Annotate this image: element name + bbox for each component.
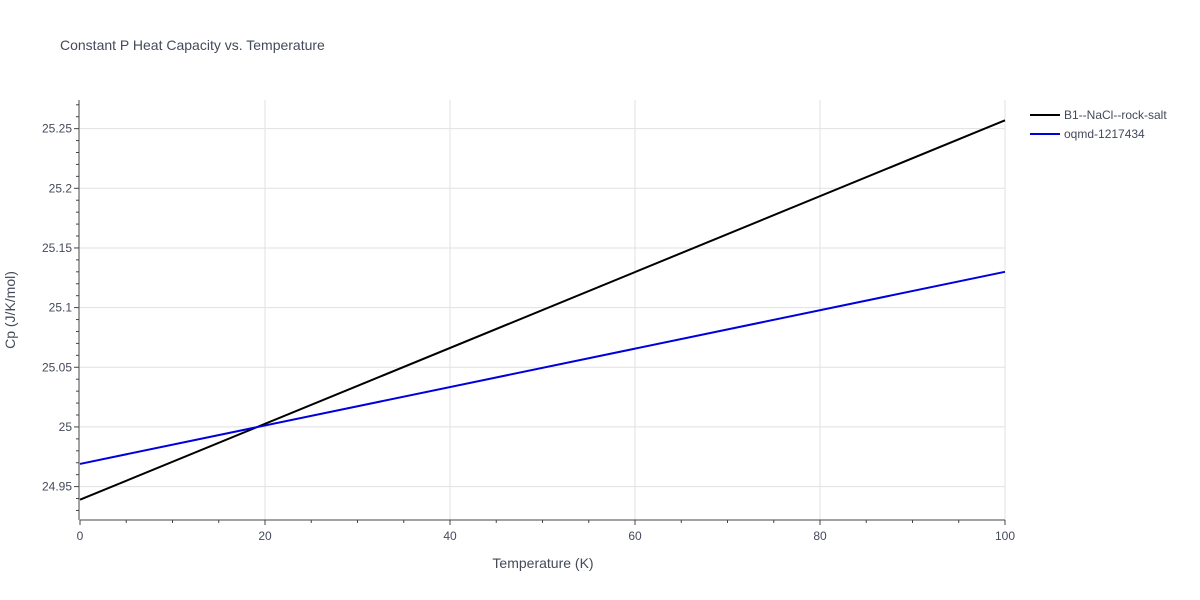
y-tick-label: 25.05 — [42, 360, 72, 374]
axes — [74, 100, 1006, 525]
y-tick-label: 25.15 — [42, 241, 72, 255]
y-tick-label: 25 — [59, 420, 73, 434]
series-line — [79, 270, 1006, 465]
legend[interactable]: B1--NaCl--rock-salt oqmd-1217434 — [1030, 108, 1167, 141]
x-tick-label: 80 — [813, 529, 827, 543]
x-tick-label: 0 — [77, 529, 84, 543]
x-tick-label: 100 — [995, 529, 1015, 543]
x-tick-label: 20 — [258, 529, 272, 543]
y-tick-labels: 24.95 25 25.05 25.1 25.15 25.2 25.25 — [42, 122, 72, 494]
legend-label: B1--NaCl--rock-salt — [1064, 108, 1167, 122]
x-tick-label: 60 — [628, 529, 642, 543]
legend-item[interactable]: oqmd-1217434 — [1030, 127, 1145, 141]
y-tick-label: 24.95 — [42, 480, 72, 494]
legend-label: oqmd-1217434 — [1064, 127, 1145, 141]
x-axis-label: Temperature (K) — [492, 555, 593, 571]
series-layer — [79, 119, 1006, 501]
y-tick-label: 25.2 — [49, 181, 73, 195]
y-tick-label: 25.25 — [42, 122, 72, 136]
x-tick-labels: 0 20 40 60 80 100 — [77, 529, 1016, 543]
y-axis-label: Cp (J/K/mol) — [2, 271, 18, 349]
y-tick-label: 25.1 — [49, 301, 73, 315]
series-line — [79, 119, 1006, 501]
x-tick-label: 40 — [443, 529, 457, 543]
chart-title: Constant P Heat Capacity vs. Temperature — [60, 37, 325, 53]
legend-item[interactable]: B1--NaCl--rock-salt — [1030, 108, 1167, 122]
grid — [80, 100, 1006, 520]
